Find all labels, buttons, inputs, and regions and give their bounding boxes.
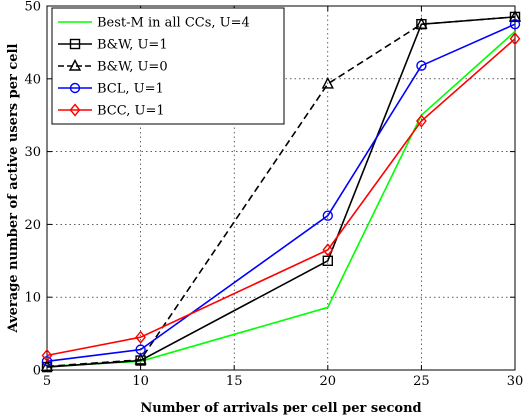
series-line <box>46 16 516 368</box>
legend-label: BCL, U=1 <box>97 82 164 97</box>
plot-area <box>46 5 516 371</box>
legend-entry: BCL, U=1 <box>58 82 164 97</box>
diamond-marker <box>509 32 521 46</box>
diamond-marker <box>69 103 81 117</box>
series-line <box>46 38 516 357</box>
diamond-marker <box>41 348 53 363</box>
legend-label: Best-M in all CCs, U=4 <box>97 16 250 31</box>
y-tick-label: 40 <box>24 72 41 87</box>
diamond-marker <box>415 114 427 128</box>
legend-label: B&W, U=0 <box>97 60 168 75</box>
circle-marker <box>416 60 427 71</box>
legend: Best-M in all CCs, U=4 B&W, U=1 B&W, U=0 BC… <box>51 7 285 125</box>
x-tick-label: 25 <box>413 374 430 389</box>
legend-label: BCC, U=1 <box>97 104 165 119</box>
circle-marker <box>322 210 333 221</box>
triangle-marker <box>68 58 82 71</box>
circle-marker <box>41 356 53 367</box>
legend-entry: B&W, U=1 <box>58 38 168 53</box>
series-line <box>46 23 516 363</box>
diamond-marker <box>322 243 334 257</box>
x-tick-label: 30 <box>507 374 523 389</box>
y-tick-label: 50 <box>24 0 41 15</box>
x-axis-label: Number of arrivals per cell per second <box>140 401 421 416</box>
circle-marker <box>69 82 81 94</box>
x-tick-label: 5 <box>43 374 51 389</box>
square-marker <box>69 38 81 50</box>
circle-marker <box>509 19 521 30</box>
triangle-marker <box>321 76 334 89</box>
legend-entry: B&W, U=0 <box>58 58 168 75</box>
triangle-marker <box>508 9 522 22</box>
diamond-marker <box>135 330 147 344</box>
legend-entry: BCC, U=1 <box>58 103 165 119</box>
triangle-marker <box>134 352 147 365</box>
x-tick-label: 15 <box>226 374 243 389</box>
data-series <box>40 9 522 373</box>
square-marker <box>41 361 53 373</box>
y-tick-label: 0 <box>33 364 41 379</box>
circle-marker <box>135 344 146 355</box>
series-3 <box>41 19 521 367</box>
series-4 <box>41 32 521 363</box>
y-axis-label: Average number of active users per cell <box>6 43 21 333</box>
legend-entry: Best-M in all CCs, U=4 <box>58 16 250 31</box>
x-tick-label: 20 <box>320 374 337 389</box>
y-tick-label: 30 <box>24 145 41 160</box>
y-tick-label: 10 <box>24 291 41 306</box>
triangle-marker <box>415 17 428 29</box>
x-tick-label: 10 <box>132 374 149 389</box>
axis-ticks: 5 10 15 20 25 30 0 10 20 30 40 50 <box>24 0 523 389</box>
legend-label: B&W, U=1 <box>97 38 168 53</box>
y-tick-label: 20 <box>24 218 41 233</box>
